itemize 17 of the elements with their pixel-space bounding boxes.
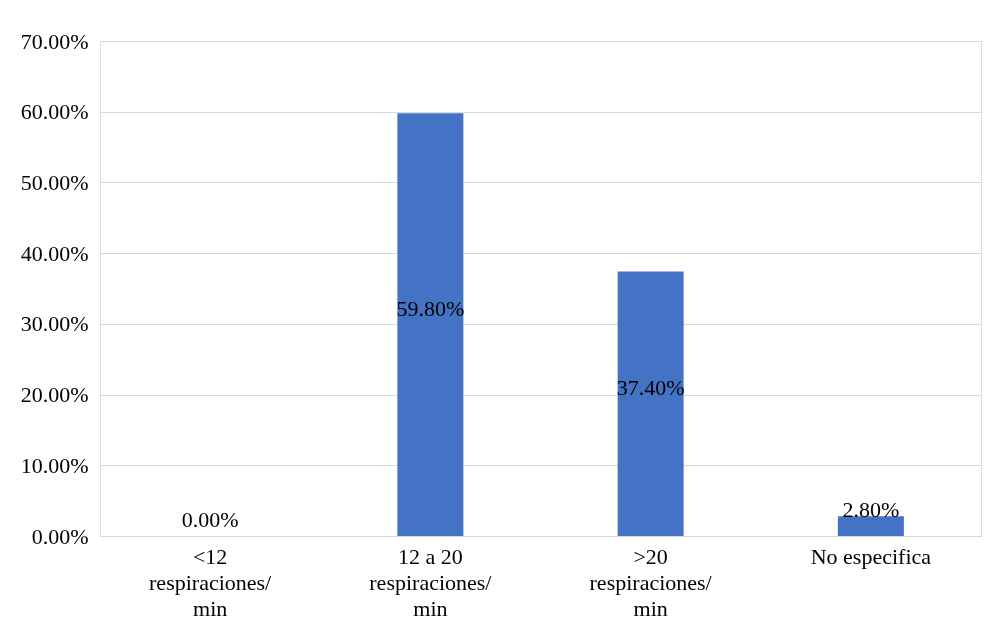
y-tick-label: 20.00%	[20, 382, 89, 408]
bar	[837, 516, 904, 536]
bar	[397, 113, 464, 536]
x-tick-label: >20 respiraciones/ min	[589, 543, 713, 621]
y-tick-label: 60.00%	[20, 99, 89, 125]
y-tick-label: 40.00%	[20, 240, 89, 266]
x-tick-label: <12 respiraciones/ min	[149, 543, 273, 621]
bar	[617, 271, 684, 536]
x-tick-label: No especifica	[810, 543, 932, 569]
y-tick-label: 0.00%	[31, 523, 89, 549]
y-tick-label: 50.00%	[20, 169, 89, 195]
y-tick-label: 10.00%	[20, 452, 89, 478]
data-label: 0.00%	[181, 507, 239, 532]
y-tick-label: 70.00%	[20, 28, 89, 54]
x-tick-label: 12 a 20 respiraciones/ min	[369, 543, 493, 621]
y-tick-label: 30.00%	[20, 311, 89, 337]
data-label: 2.80%	[842, 497, 900, 523]
